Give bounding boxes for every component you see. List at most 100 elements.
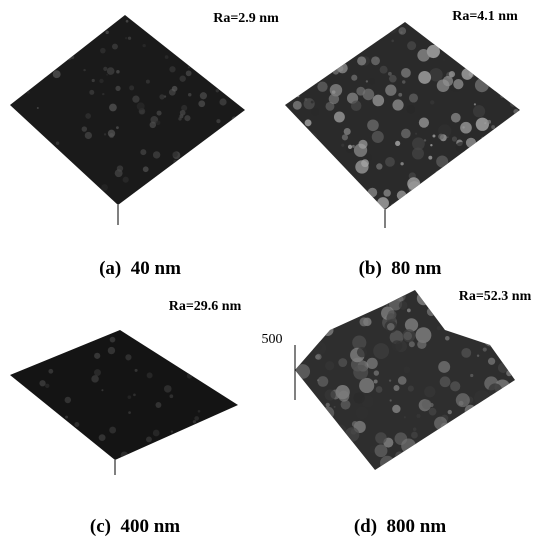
- texture: [202, 366, 209, 373]
- texture: [407, 41, 416, 50]
- texture: [419, 118, 429, 128]
- texture: [55, 57, 62, 64]
- texture: [31, 70, 38, 77]
- roughness-label: Ra=52.3 nm: [459, 289, 532, 304]
- texture: [386, 304, 389, 307]
- texture: [85, 113, 91, 119]
- texture: [146, 437, 152, 443]
- texture: [507, 27, 511, 31]
- texture: [48, 369, 53, 374]
- texture: [428, 156, 432, 160]
- texture: [509, 47, 517, 55]
- texture: [456, 393, 470, 407]
- texture: [178, 117, 181, 120]
- texture: [169, 66, 175, 72]
- texture: [495, 89, 501, 95]
- texture: [407, 177, 420, 190]
- texture: [324, 310, 335, 321]
- texture: [65, 174, 72, 181]
- texture: [374, 370, 379, 375]
- texture: [424, 139, 426, 141]
- texture: [367, 358, 378, 369]
- texture: [19, 130, 22, 133]
- texture: [467, 54, 476, 63]
- texture: [225, 435, 227, 437]
- texture: [344, 128, 351, 135]
- texture: [202, 445, 205, 448]
- texture: [8, 188, 12, 192]
- texture: [212, 63, 218, 69]
- texture: [507, 305, 509, 307]
- texture: [143, 44, 146, 47]
- texture: [31, 331, 38, 338]
- texture: [203, 446, 209, 452]
- texture: [313, 288, 319, 294]
- texture: [480, 310, 492, 322]
- panel-b: Ra=4.1 nm (b) 80 nm: [281, 9, 525, 279]
- texture: [194, 416, 199, 421]
- texture: [155, 402, 161, 408]
- texture: [430, 144, 432, 146]
- texture: [195, 31, 203, 39]
- texture: [94, 369, 101, 376]
- texture: [164, 385, 172, 393]
- texture: [306, 463, 318, 475]
- texture: [317, 81, 327, 91]
- texture: [15, 45, 22, 52]
- texture: [133, 394, 136, 397]
- texture: [112, 44, 118, 50]
- texture: [488, 358, 495, 365]
- texture: [188, 66, 190, 68]
- texture: [395, 141, 400, 146]
- texture: [41, 74, 46, 79]
- texture: [288, 141, 302, 155]
- texture: [510, 38, 519, 47]
- texture: [477, 354, 479, 356]
- texture: [311, 108, 319, 116]
- texture: [461, 175, 464, 178]
- texture: [450, 381, 460, 391]
- texture: [182, 191, 187, 196]
- texture: [481, 146, 483, 148]
- texture: [200, 185, 207, 192]
- texture: [125, 37, 127, 39]
- caption: (b) 80 nm: [359, 258, 442, 279]
- texture: [389, 75, 397, 83]
- texture: [413, 427, 417, 431]
- texture: [465, 405, 476, 416]
- texture: [209, 135, 217, 143]
- texture: [351, 101, 361, 111]
- texture: [310, 189, 320, 199]
- texture: [295, 130, 307, 142]
- texture: [233, 27, 236, 30]
- texture: [115, 86, 120, 91]
- texture: [492, 318, 506, 332]
- texture: [318, 161, 326, 169]
- texture: [171, 22, 177, 28]
- texture: [451, 301, 456, 306]
- roughness-label: Ra=2.9 nm: [213, 11, 279, 26]
- texture: [373, 343, 389, 359]
- texture: [389, 380, 391, 382]
- texture: [177, 184, 184, 191]
- texture: [313, 41, 320, 48]
- texture: [224, 143, 230, 149]
- texture: [28, 34, 31, 37]
- texture: [423, 455, 437, 469]
- texture: [145, 194, 149, 198]
- texture: [398, 376, 407, 385]
- texture: [491, 186, 497, 192]
- texture: [357, 56, 366, 65]
- texture: [454, 440, 461, 447]
- texture: [70, 437, 76, 443]
- texture: [309, 52, 314, 57]
- texture: [345, 427, 359, 441]
- texture: [352, 145, 355, 148]
- texture: [25, 12, 31, 18]
- texture: [222, 164, 228, 170]
- texture: [474, 103, 476, 105]
- texture: [326, 37, 340, 51]
- texture: [418, 461, 427, 470]
- texture: [110, 337, 116, 343]
- texture: [385, 85, 396, 96]
